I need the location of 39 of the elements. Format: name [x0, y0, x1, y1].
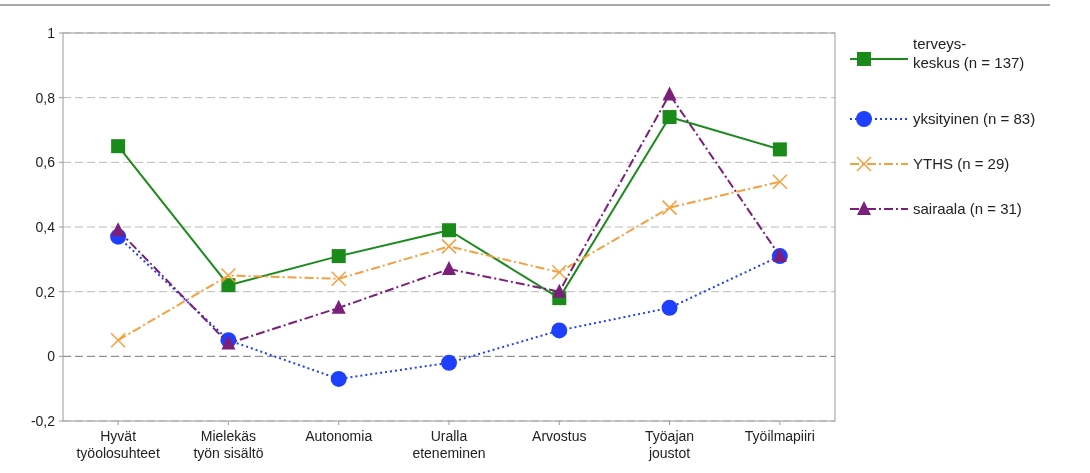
y-tick-label: 0,8: [35, 89, 56, 106]
y-tick-label: 1: [47, 24, 56, 41]
point: [331, 299, 346, 314]
y-tick-label: 0,4: [35, 218, 56, 235]
point: [441, 238, 457, 255]
x-tick-label: Autonomia: [305, 428, 373, 444]
legend-label: yksityinen (n = 83): [913, 110, 1036, 127]
point: [330, 270, 347, 287]
x-tick-label: Uralla eteneminen: [412, 428, 486, 461]
x-tick-label: Arvostus: [532, 428, 587, 444]
x-tick-label: Mielekäs työn sisältö: [193, 428, 264, 461]
x-tick-label: Työilmapiiri: [744, 428, 815, 444]
point: [662, 110, 677, 125]
y-tick-label: 0: [47, 348, 56, 365]
x-tick-label: Työajan joustot: [645, 428, 695, 461]
legend-label: sairaala (n = 31): [913, 200, 1022, 217]
point: [442, 223, 456, 238]
x-tick-label: Hyvät työolosuhteet: [76, 428, 160, 461]
y-tick-label: -0,2: [30, 412, 56, 429]
point: [331, 249, 346, 264]
point: [111, 222, 126, 237]
point: [551, 322, 568, 339]
point: [441, 354, 457, 371]
point: [772, 142, 787, 157]
y-tick-label: 0,6: [35, 154, 56, 171]
legend-label: YTHS (n = 29): [913, 155, 1010, 172]
point: [661, 199, 678, 216]
legend-label: terveys- keskus (n = 137): [913, 35, 1025, 71]
point: [442, 261, 456, 276]
point: [111, 139, 126, 154]
point: [110, 332, 126, 348]
point: [552, 283, 567, 298]
point: [662, 86, 677, 101]
y-tick-label: 0,2: [35, 283, 56, 300]
point: [330, 370, 347, 387]
point: [551, 264, 568, 281]
point: [661, 299, 678, 316]
point: [772, 173, 788, 190]
point: [220, 267, 237, 284]
